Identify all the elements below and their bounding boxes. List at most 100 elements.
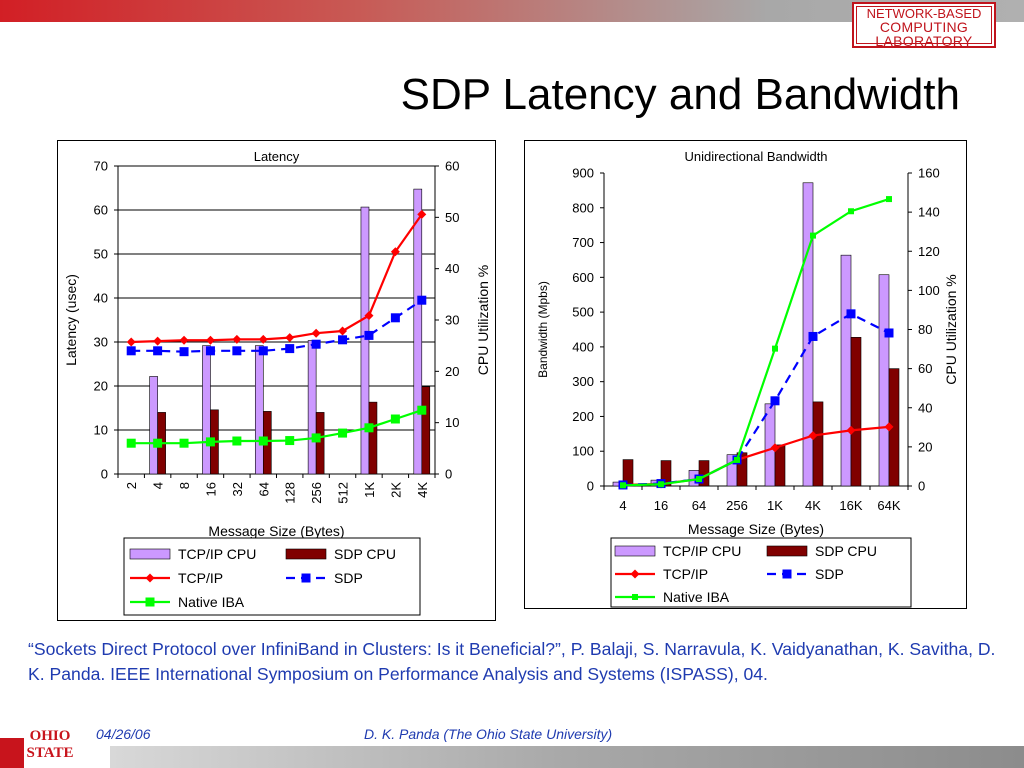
chart1-x-tick-label: 16 [654,498,668,513]
chart1-y-axis-title: Bandwidth (Mpbs) [536,281,550,378]
chart1-x-tick-label: 4 [619,498,626,513]
chart0-x-tick-label: 4 [151,482,166,489]
chart0-x-tick-label: 1K [362,482,377,498]
osu-red-block [0,738,24,768]
chart0-point-native-iba [153,438,163,448]
chart0-legend-marker-native-iba [145,597,155,607]
chart1-legend-marker-tcp-ip [630,569,640,579]
logo-line-1: NETWORK-BASED [866,6,982,21]
chart0-point-sdp [285,344,295,354]
chart1-legend-marker-native-iba [632,594,638,600]
chart1-x-tick-label: 16K [839,498,862,513]
chart1-bar-tcp-ip-cpu [840,254,852,487]
chart0-point-sdp [126,346,136,356]
chart0-point-native-iba [258,436,268,446]
chart1-x-tick-label: 4K [805,498,821,513]
latency-chart-frame: Latency 0 10 20 30 40 50 60 70 0 10 20 30 40 50 60 2 4 8 16… [57,140,496,621]
chart0-x-tick-label: 256 [309,482,324,504]
chart1-y2-tick-label: 100 [918,283,940,298]
footer-date: 04/26/06 [96,726,151,742]
chart1-legend-marker-sdp [782,569,792,579]
chart0-y-tick-label: 40 [94,291,108,306]
chart0-point-tcp-ip [205,335,215,345]
chart1-point-native-iba [772,345,778,352]
bottom-banner [110,746,1024,768]
chart0-legend-label-sdp: SDP [334,570,363,586]
chart1-bar-tcp-ip-cpu [878,274,890,487]
chart1-point-native-iba [886,196,892,203]
chart0-point-tcp-ip [285,333,295,343]
chart0-point-native-iba [311,433,321,443]
chart0-legend-label-tcp-ip-cpu: TCP/IP CPU [178,546,256,562]
chart0-chart-title: Latency [254,149,300,164]
chart0-y-axis-title: Latency (usec) [63,274,79,366]
chart1-y2-tick-label: 120 [918,244,940,259]
chart1-y-tick-label: 800 [572,200,594,215]
chart1-point-tcp-ip [808,431,818,441]
chart0-point-native-iba [205,437,215,447]
chart0-point-tcp-ip [126,337,136,347]
chart0-legend-marker-sdp [301,573,311,583]
chart0-point-sdp [153,346,163,356]
chart0-bar-tcp-ip-cpu [307,340,317,475]
chart0-point-native-iba [126,438,136,448]
chart0-point-native-iba [364,423,374,433]
chart0-y2-tick-label: 60 [445,159,459,174]
chart0-line-sdp [131,299,423,353]
bandwidth-chart-frame: Unidirectional Bandwidth 0 100 200 300 400 500… [524,140,967,609]
chart0-y-tick-label: 60 [94,203,108,218]
chart0-point-tcp-ip [179,335,189,345]
chart0-x-tick-label: 2K [388,482,403,498]
chart1-point-tcp-ip [770,443,780,453]
chart0-point-native-iba [417,405,427,415]
chart1-point-native-iba [810,232,816,239]
chart0-bar-tcp-ip-cpu [413,188,423,475]
chart1-y-tick-label: 500 [572,305,594,320]
chart1-line-sdp [622,312,890,487]
chart0-point-sdp [417,295,427,305]
chart0-legend-label-native-iba: Native IBA [178,594,245,610]
chart0-x-tick-label: 16 [203,482,218,496]
chart1-point-native-iba [696,476,702,483]
chart0-x-tick-label: 128 [283,482,298,504]
chart0-point-native-iba [338,428,348,438]
osu-wordmark: OHIO STATE [26,728,74,768]
chart0-legend-swatch-tcp-ip-cpu [129,548,171,560]
chart1-y-tick-label: 200 [572,409,594,424]
chart0-bar-sdp-cpu [315,412,325,475]
chart0-bar-tcp-ip-cpu [360,206,370,475]
chart0-x-tick-label: 32 [230,482,245,496]
chart0-point-native-iba [179,438,189,448]
chart0-y-tick-label: 30 [94,335,108,350]
chart0-line-native-iba [131,409,423,445]
chart1-bar-sdp-cpu [850,337,862,487]
chart1-chart-title: Unidirectional Bandwidth [684,149,827,164]
chart1-point-sdp [808,331,818,341]
chart0-point-sdp [179,347,189,357]
chart1-x-tick-label: 256 [726,498,748,513]
chart1-y2-tick-label: 80 [918,322,932,337]
chart0-point-tcp-ip [417,209,427,219]
chart1-y-tick-label: 400 [572,339,594,354]
chart0-y-tick-label: 50 [94,247,108,262]
chart0-y-tick-label: 10 [94,423,108,438]
chart0-point-sdp [364,330,374,340]
chart1-legend-label-sdp-cpu: SDP CPU [815,543,877,559]
chart1-point-native-iba [620,482,626,489]
chart1-y2-tick-label: 20 [918,439,932,454]
chart1-legend-label-tcp-ip: TCP/IP [663,566,708,582]
chart0-point-tcp-ip [338,326,348,336]
logo-line-2: COMPUTING [879,19,969,35]
chart0-y-tick-label: 20 [94,379,108,394]
chart1-bar-sdp-cpu [812,401,824,487]
chart1-x-tick-label: 64K [877,498,900,513]
chart1-y2-axis-title: CPU Utilization % [943,274,959,384]
chart0-point-tcp-ip [232,334,242,344]
chart1-y-tick-label: 100 [572,444,594,459]
bandwidth-chart: Unidirectional Bandwidth0100200300400500… [536,149,959,608]
slide-title: SDP Latency and Bandwidth [400,70,960,119]
ohio-state-logo: OHIO STATE [0,724,108,768]
chart1-legend-label-tcp-ip-cpu: TCP/IP CPU [663,543,741,559]
chart0-y2-tick-label: 30 [445,313,459,328]
chart0-y2-tick-label: 10 [445,415,459,430]
